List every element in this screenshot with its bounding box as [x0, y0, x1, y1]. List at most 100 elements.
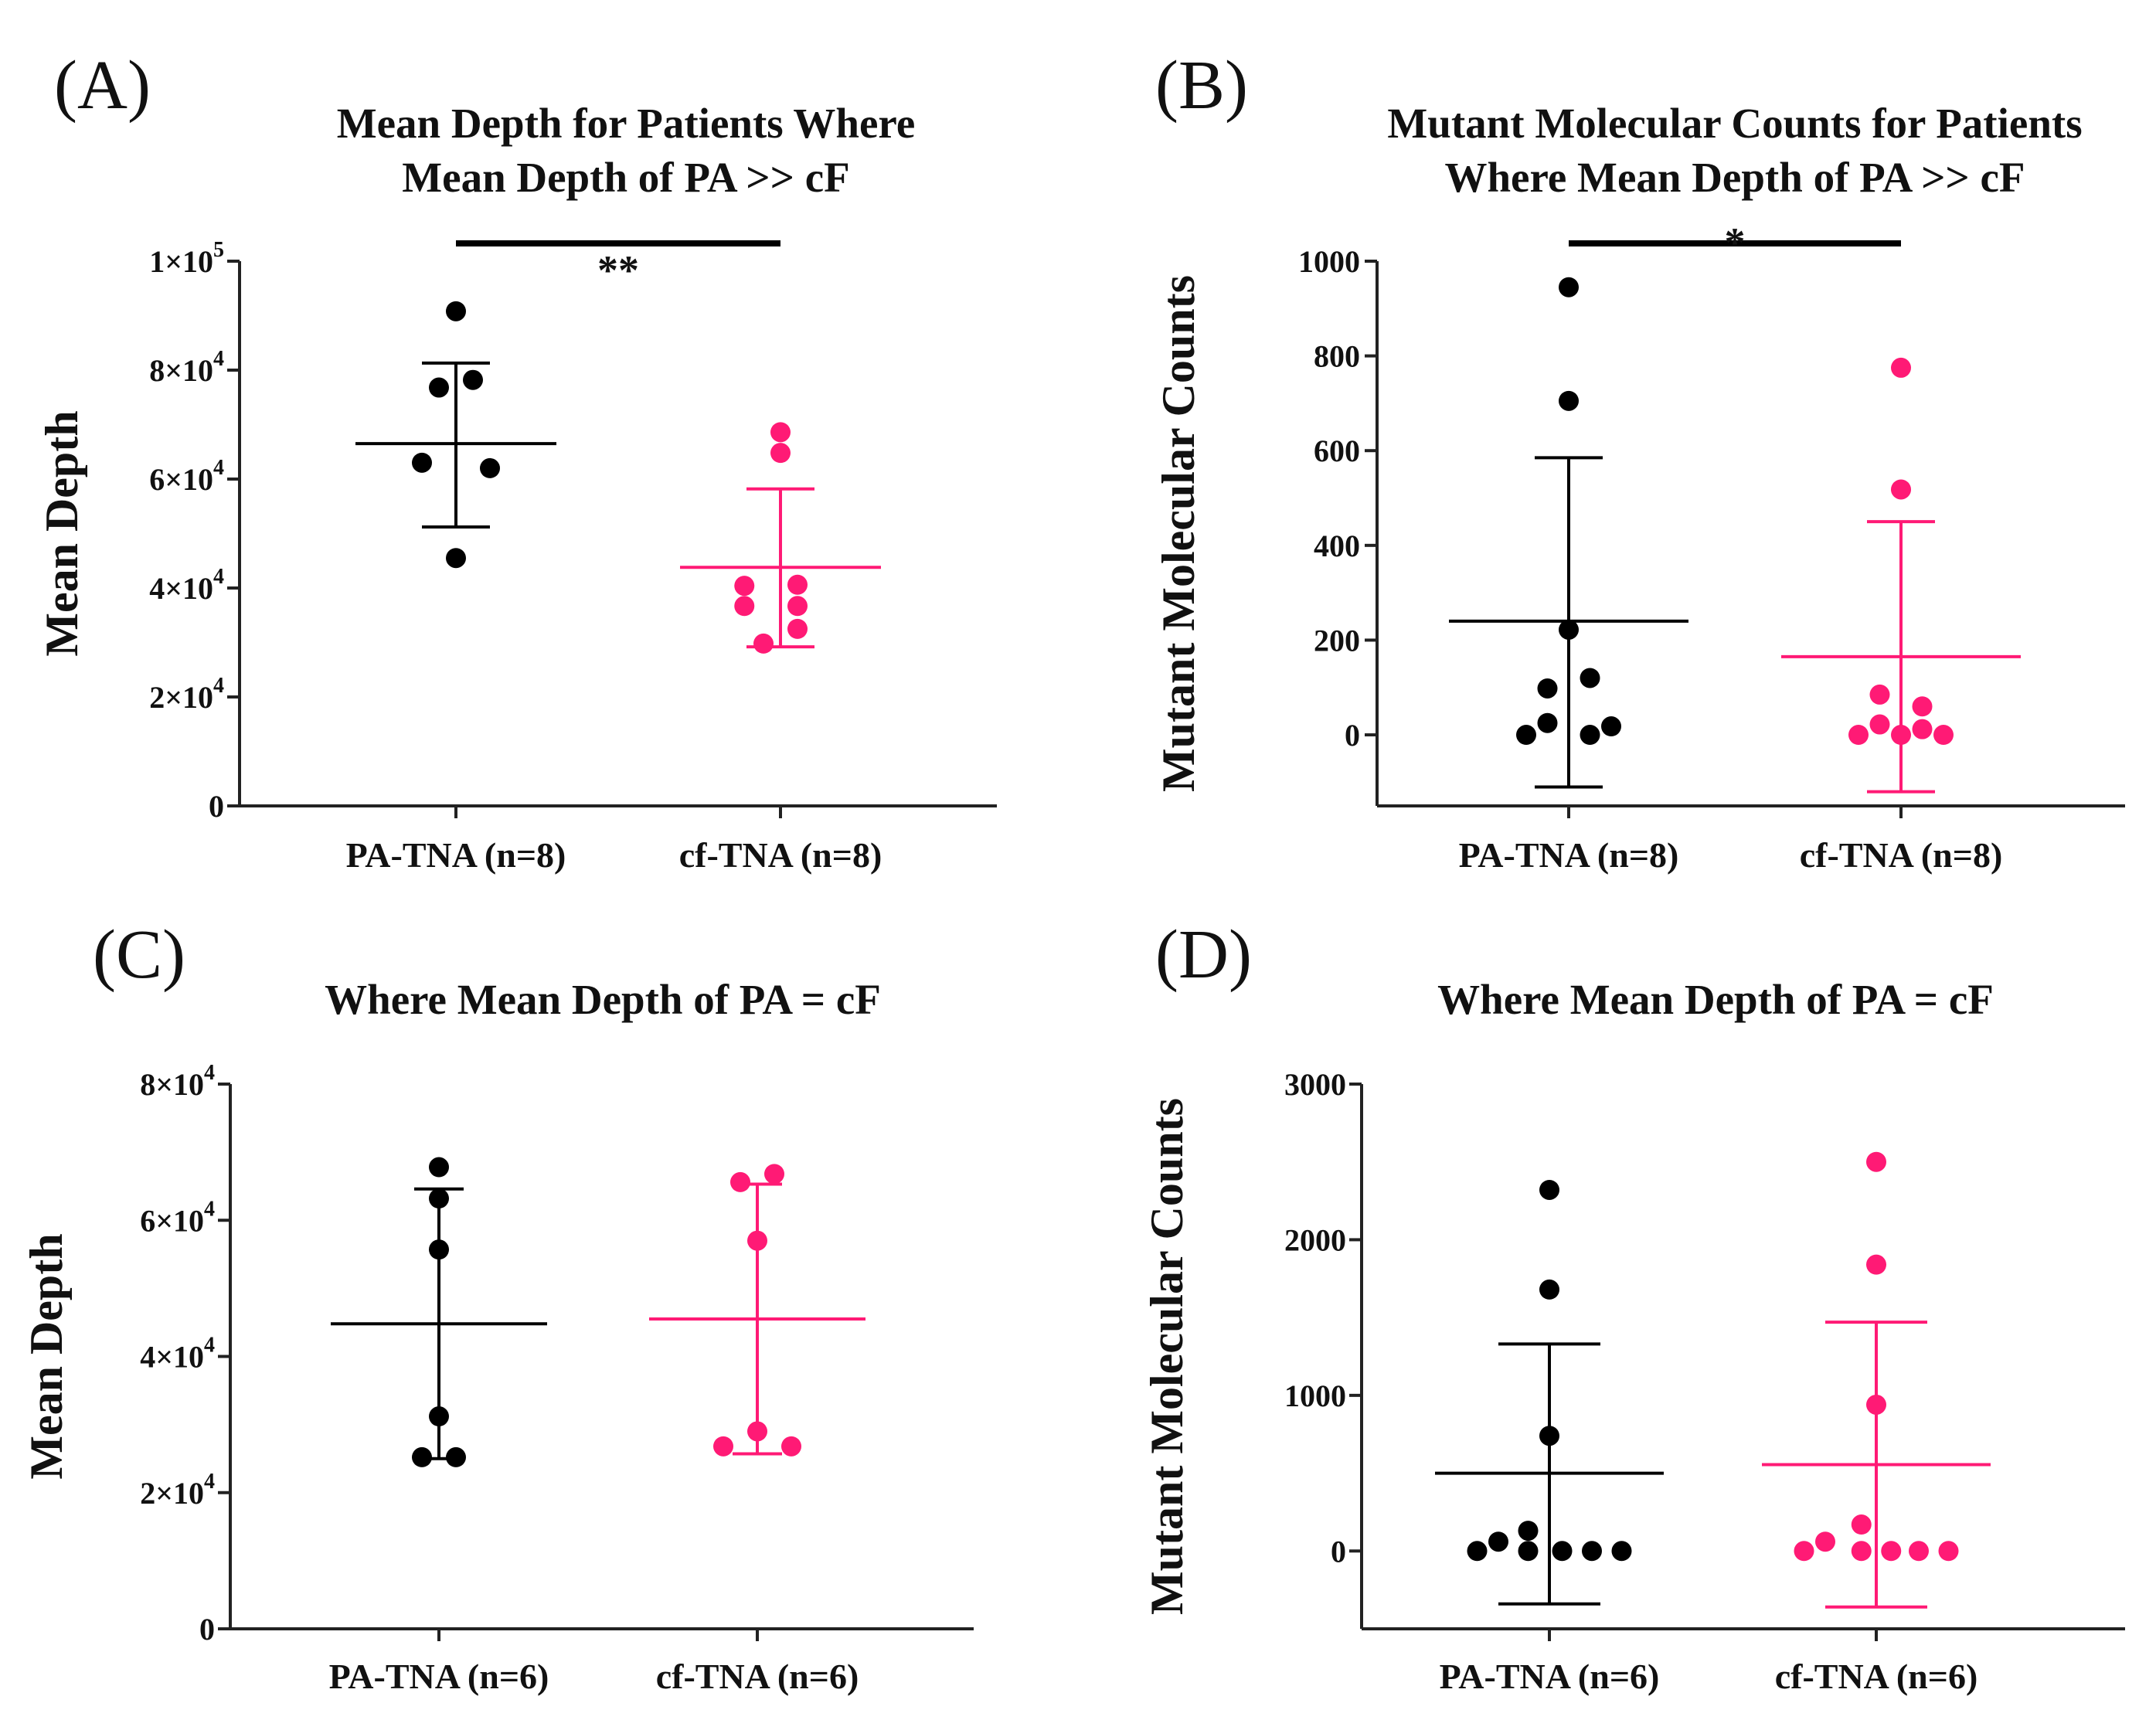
data-point: [1539, 1279, 1559, 1300]
data-point: [1815, 1531, 1835, 1552]
data-point: [1912, 696, 1933, 717]
significance-label: **: [597, 247, 639, 294]
y-tick-label: 6×104: [149, 456, 224, 497]
y-tick-mantissa: 200: [1314, 623, 1360, 658]
significance-label: *: [1725, 219, 1746, 266]
x-tick-label: cf-TNA (n=6): [656, 1657, 859, 1696]
chart-title-line: Mean Depth of PA >> cF: [402, 154, 850, 201]
series-pa: [1449, 277, 1688, 789]
chart-title-line: Where Mean Depth of PA = cF: [1437, 976, 1994, 1023]
data-point: [747, 1421, 767, 1442]
data-point: [446, 548, 466, 569]
y-tick-mantissa: 0: [1331, 1534, 1346, 1569]
data-point: [1488, 1531, 1508, 1552]
y-tick-label: 0: [1345, 718, 1360, 753]
data-point: [730, 1171, 750, 1192]
x-tick-label: cf-TNA (n=8): [679, 835, 882, 875]
y-tick-label: 600: [1314, 433, 1360, 468]
data-point: [446, 301, 466, 321]
y-tick-label: 200: [1314, 623, 1360, 658]
data-point: [1601, 716, 1621, 737]
data-point: [1912, 719, 1933, 739]
chart-title-line: Mutant Molecular Counts for Patients: [1387, 100, 2082, 147]
data-point: [753, 633, 774, 654]
y-axis-label: Mean Depth: [36, 410, 87, 656]
series-cf: [680, 422, 881, 654]
y-tick-mantissa: 1000: [1298, 244, 1360, 279]
y-tick-exponent: 5: [213, 238, 224, 262]
data-point: [734, 576, 755, 597]
data-point: [1537, 712, 1558, 733]
y-tick-mantissa: 8×10: [149, 353, 213, 388]
y-tick-mantissa: 2000: [1284, 1222, 1346, 1257]
panel-letter: (C): [93, 916, 185, 993]
data-point: [1559, 619, 1579, 640]
y-tick-mantissa: 800: [1314, 339, 1360, 374]
data-point: [1539, 1426, 1559, 1446]
data-point: [1559, 277, 1579, 297]
y-tick-mantissa: 0: [209, 789, 224, 824]
data-point: [1938, 1541, 1959, 1562]
data-point: [412, 1446, 432, 1467]
series-cf: [1781, 357, 2021, 794]
y-tick-mantissa: 400: [1314, 529, 1360, 563]
x-tick-label: PA-TNA (n=6): [329, 1657, 549, 1696]
y-tick-exponent: 4: [204, 1197, 215, 1221]
y-tick-mantissa: 4×10: [149, 571, 213, 606]
series-pa: [1435, 1179, 1664, 1606]
y-tick-label: 800: [1314, 339, 1360, 374]
data-point: [480, 457, 500, 478]
chart-title-line: Where Mean Depth of PA >> cF: [1444, 154, 2025, 201]
panel-d: (D) Where Mean Depth of PA = cF Mutant Mol…: [1141, 916, 2125, 1696]
y-tick-exponent: 4: [213, 565, 224, 589]
chart-title-line: Mean Depth for Patients Where: [337, 100, 916, 147]
y-tick-label: 6×104: [140, 1197, 215, 1238]
y-tick-exponent: 4: [213, 347, 224, 371]
panel-letter: (D): [1155, 916, 1252, 993]
y-tick-exponent: 4: [213, 456, 224, 480]
y-tick-label: 1000: [1298, 244, 1360, 279]
y-tick-label: 2×104: [149, 674, 224, 715]
data-point: [747, 1230, 767, 1251]
series-pa: [331, 1157, 547, 1467]
y-tick-exponent: 4: [204, 1334, 215, 1358]
y-tick-mantissa: 6×10: [140, 1203, 204, 1238]
x-tick-label: PA-TNA (n=6): [1440, 1657, 1660, 1696]
data-point: [1891, 357, 1911, 378]
data-point: [463, 369, 483, 390]
data-point: [770, 443, 791, 464]
y-tick-mantissa: 6×10: [149, 462, 213, 497]
series-cf: [649, 1164, 865, 1457]
data-point: [787, 574, 808, 595]
data-point: [1866, 1394, 1886, 1415]
panel-c: (C) Where Mean Depth of PA = cF Mean Depth…: [21, 916, 974, 1696]
data-point: [1891, 725, 1911, 746]
data-point: [1848, 725, 1869, 746]
data-point: [412, 452, 432, 473]
data-point: [429, 1188, 449, 1209]
y-tick-label: 0: [1331, 1534, 1346, 1569]
data-point: [1518, 1541, 1539, 1562]
data-point: [1611, 1541, 1632, 1562]
data-point: [1933, 725, 1954, 746]
y-tick-label: 2000: [1284, 1222, 1346, 1257]
data-point: [1559, 390, 1579, 411]
y-tick-label: 400: [1314, 529, 1360, 563]
data-point: [429, 1239, 449, 1260]
y-tick-mantissa: 2×10: [140, 1476, 204, 1511]
data-point: [1794, 1541, 1814, 1562]
data-point: [1851, 1514, 1872, 1535]
y-tick-label: 1000: [1284, 1378, 1346, 1413]
y-tick-label: 0: [199, 1612, 215, 1647]
data-point: [1580, 725, 1600, 746]
y-tick-mantissa: 600: [1314, 433, 1360, 468]
data-point: [1537, 678, 1558, 699]
data-point: [1467, 1541, 1488, 1562]
panel-letter: (B): [1155, 47, 1248, 124]
chart-title-line: Where Mean Depth of PA = cF: [325, 976, 881, 1023]
y-axis-label: Mutant Molecular Counts: [1153, 275, 1204, 792]
data-point: [781, 1436, 801, 1457]
data-point: [1869, 684, 1890, 705]
data-point: [1866, 1151, 1886, 1172]
data-point: [1539, 1179, 1559, 1200]
